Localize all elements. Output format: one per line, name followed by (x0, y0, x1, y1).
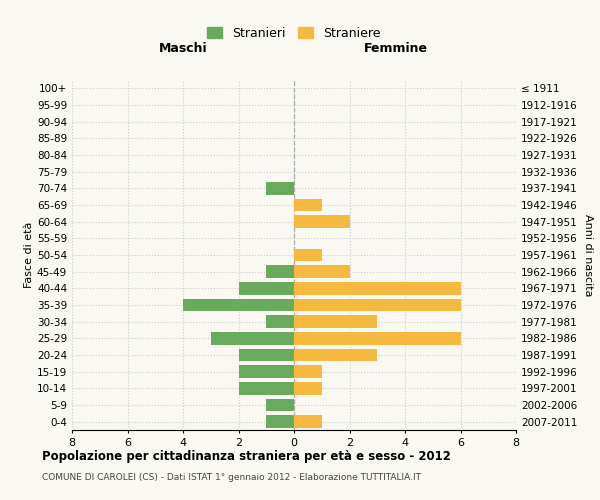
Bar (294, 349, 377, 361)
Y-axis label: Fasce di età: Fasce di età (24, 222, 34, 288)
Bar (294, 266, 349, 278)
Bar (294, 382, 322, 394)
Bar (294, 366, 322, 378)
Text: COMUNE DI CAROLEI (CS) - Dati ISTAT 1° gennaio 2012 - Elaborazione TUTTITALIA.IT: COMUNE DI CAROLEI (CS) - Dati ISTAT 1° g… (42, 472, 421, 482)
Bar (266, 316, 294, 328)
Bar (266, 266, 294, 278)
Bar (294, 298, 461, 311)
Bar (294, 216, 349, 228)
Bar (266, 399, 294, 411)
Text: Femmine: Femmine (364, 42, 428, 56)
Bar (294, 316, 377, 328)
Bar (294, 332, 461, 344)
Bar (294, 282, 461, 294)
Legend: Stranieri, Straniere: Stranieri, Straniere (203, 23, 385, 44)
Bar (239, 282, 294, 294)
Bar (266, 416, 294, 428)
Bar (294, 248, 322, 261)
Y-axis label: Anni di nascita: Anni di nascita (583, 214, 593, 296)
Bar (294, 199, 322, 211)
Bar (211, 332, 294, 344)
Bar (239, 349, 294, 361)
Bar (183, 298, 294, 311)
Bar (239, 382, 294, 394)
Bar (294, 416, 322, 428)
Text: Maschi: Maschi (158, 42, 208, 56)
Bar (266, 182, 294, 194)
Text: Popolazione per cittadinanza straniera per età e sesso - 2012: Popolazione per cittadinanza straniera p… (42, 450, 451, 463)
Bar (239, 366, 294, 378)
